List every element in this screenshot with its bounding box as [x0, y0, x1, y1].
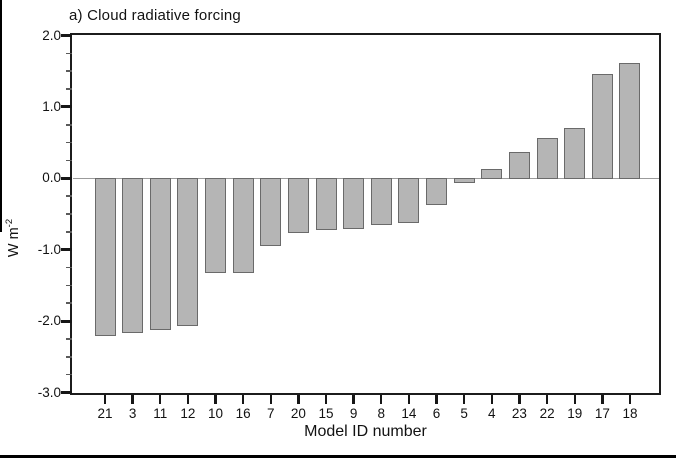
x-tick [269, 395, 272, 404]
x-tick-label: 3 [128, 405, 137, 421]
bar-model-7 [260, 178, 282, 247]
y-minor-tick [66, 213, 72, 215]
x-tick [380, 395, 383, 404]
bar-model-5 [453, 178, 475, 184]
x-tick-label: 11 [153, 405, 168, 421]
bar-model-22 [536, 137, 558, 180]
x-tick [518, 395, 521, 404]
y-major-tick [61, 248, 72, 252]
bar-model-16 [232, 178, 254, 274]
y-minor-tick [66, 70, 72, 72]
bar-model-12 [177, 178, 199, 327]
y-minor-tick [66, 356, 72, 358]
x-tick-label: 23 [511, 405, 527, 421]
bar-model-15 [315, 178, 337, 230]
y-minor-tick [66, 373, 72, 376]
x-tick-label: 9 [349, 405, 358, 421]
x-tick [297, 395, 300, 404]
chart-title: a) Cloud radiative forcing [69, 7, 241, 24]
y-major-tick [61, 34, 72, 37]
x-tick-label: 15 [318, 405, 334, 421]
x-tick [103, 395, 107, 404]
x-tick [462, 395, 466, 404]
bar-model-14 [398, 178, 420, 224]
x-tick [435, 395, 438, 404]
y-major-tick [61, 391, 72, 394]
x-tick-label: 19 [567, 405, 583, 421]
x-tick [186, 395, 190, 404]
x-tick [628, 395, 632, 404]
x-tick-label: 6 [432, 405, 441, 421]
x-tick [573, 395, 576, 404]
y-minor-tick [66, 284, 72, 287]
bar-model-3 [122, 178, 144, 333]
bar-model-6 [426, 178, 448, 205]
bar-model-18 [619, 63, 641, 180]
x-tick-label: 16 [235, 405, 251, 421]
bar-model-8 [370, 178, 392, 225]
y-minor-tick [66, 338, 72, 340]
y-minor-tick [66, 231, 72, 233]
x-tick [352, 395, 355, 404]
x-axis-label: Model ID number [304, 423, 427, 440]
bar-model-10 [205, 178, 227, 273]
y-tick-label: 2.0 [42, 27, 61, 43]
bar-model-4 [481, 169, 503, 180]
zero-line [72, 177, 659, 179]
y-minor-tick [66, 302, 72, 305]
y-tick-label: -1.0 [37, 241, 61, 257]
figure-edge-line [0, 0, 2, 232]
y-minor-tick [66, 123, 72, 126]
figure-bottom-rule [0, 455, 676, 458]
y-major-tick [61, 105, 72, 109]
y-tick-label: 0.0 [42, 170, 61, 186]
y-tick-label: 1.0 [42, 98, 61, 114]
y-major-tick [61, 176, 72, 180]
y-tick-label: -2.0 [37, 313, 61, 329]
x-tick [601, 395, 604, 404]
x-tick-label: 7 [267, 405, 275, 421]
y-minor-tick [66, 141, 72, 144]
y-minor-tick [66, 52, 72, 55]
y-minor-tick [66, 159, 72, 162]
y-minor-tick [66, 195, 72, 197]
y-tick-label: -3.0 [37, 384, 61, 400]
bar-model-17 [591, 74, 613, 180]
bar-model-21 [94, 178, 116, 337]
x-tick-label: 4 [488, 405, 496, 421]
x-tick-label: 14 [401, 405, 417, 421]
x-tick-label: 8 [377, 405, 386, 421]
x-tick [545, 395, 549, 404]
x-tick [490, 395, 493, 404]
y-minor-tick [66, 266, 72, 269]
x-tick [131, 395, 134, 404]
y-minor-tick [66, 88, 72, 90]
x-tick-label: 21 [97, 405, 113, 421]
x-tick-label: 22 [539, 405, 555, 421]
x-tick-label: 5 [460, 405, 468, 421]
x-tick [159, 395, 162, 404]
bar-model-23 [508, 151, 530, 180]
x-tick [241, 395, 245, 404]
x-tick [407, 395, 411, 404]
x-tick-label: 18 [622, 405, 638, 421]
bar-model-11 [149, 178, 171, 331]
bar-model-19 [564, 127, 586, 180]
x-tick-label: 12 [180, 405, 196, 421]
y-axis-label-exponent: -2 [4, 218, 15, 228]
bar-model-20 [287, 178, 309, 234]
x-tick [214, 395, 217, 404]
bar-model-9 [343, 178, 365, 229]
y-major-tick [61, 319, 72, 323]
x-tick-label: 20 [290, 405, 306, 421]
x-tick [324, 395, 328, 404]
x-tick-label: 17 [594, 405, 610, 421]
x-tick-label: 10 [208, 405, 224, 421]
